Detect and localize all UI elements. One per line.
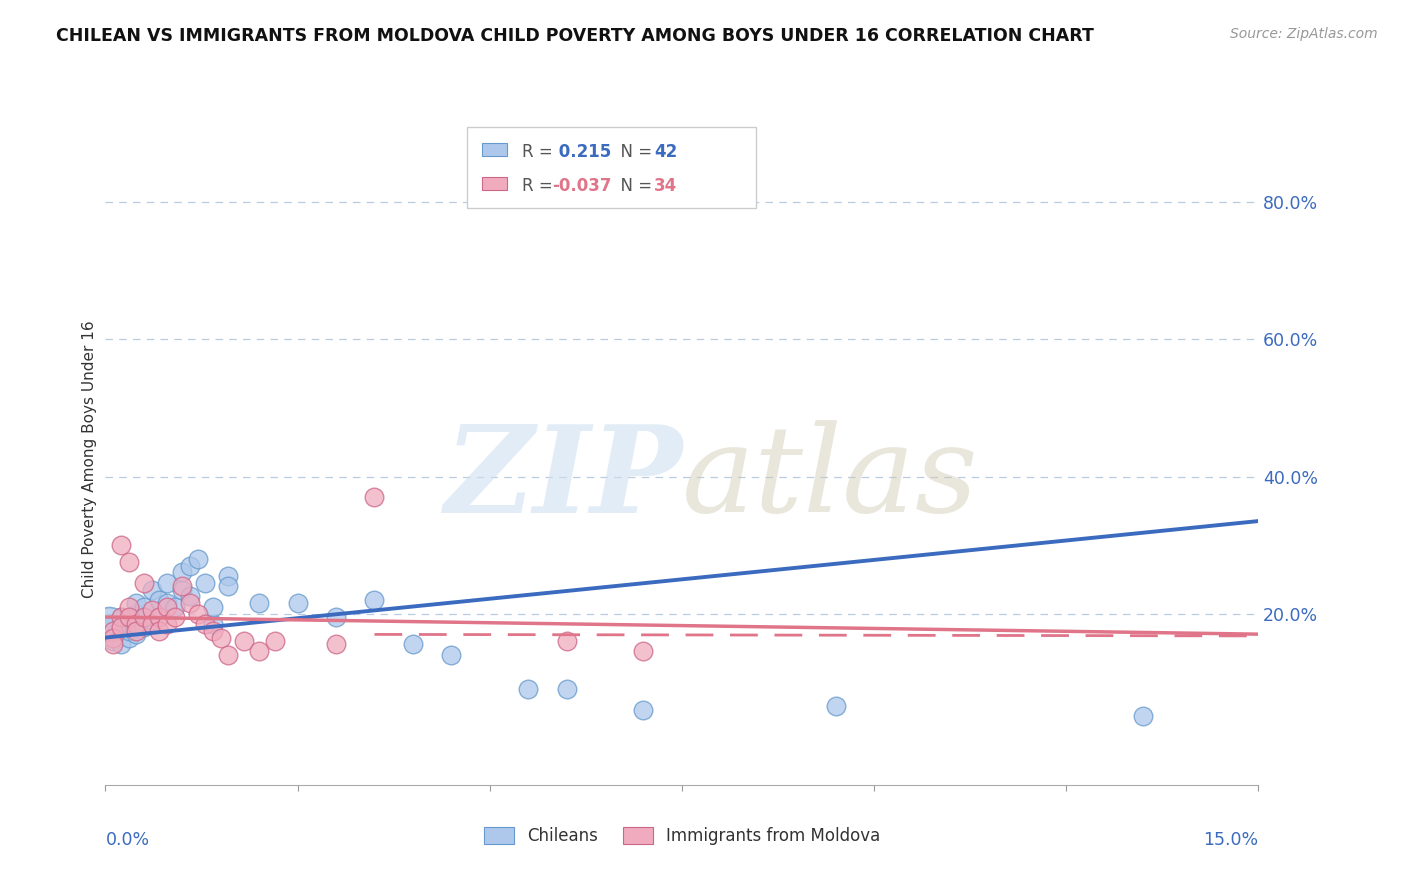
Point [148,624,170,638]
Point [402,637,425,651]
Point [187,551,209,566]
Point [172,579,194,593]
Point [125,607,148,621]
Point [125,627,148,641]
Point [110,637,132,651]
Point [110,610,132,624]
Point [117,555,139,569]
Y-axis label: Child Poverty Among Boys Under 16: Child Poverty Among Boys Under 16 [82,320,97,599]
Point [148,610,170,624]
Point [101,616,124,631]
Point [101,634,124,648]
Point [110,610,132,624]
Point [98,616,121,631]
Point [132,610,155,624]
Point [194,575,217,590]
Point [141,614,163,628]
Point [202,599,225,614]
Point [110,538,132,552]
Text: CHILEAN VS IMMIGRANTS FROM MOLDOVA CHILD POVERTY AMONG BOYS UNDER 16 CORRELATION: CHILEAN VS IMMIGRANTS FROM MOLDOVA CHILD… [56,27,1094,45]
Point [325,637,347,651]
Point [194,616,217,631]
Point [141,603,163,617]
Point [141,582,163,597]
Point [110,620,132,634]
Point [1132,709,1154,723]
Point [217,569,239,583]
Point [633,644,655,658]
Point [287,596,309,610]
Point [101,624,124,638]
Point [125,624,148,638]
Text: N =: N = [610,143,658,161]
Point [172,582,194,597]
Point [179,590,201,604]
Point [163,610,186,624]
Point [325,610,347,624]
Point [117,614,139,628]
Point [148,610,170,624]
Point [217,648,239,662]
Point [148,593,170,607]
Point [125,616,148,631]
Text: ZIP: ZIP [444,419,682,538]
Point [125,596,148,610]
Point [156,599,179,614]
Point [209,631,232,645]
Point [156,596,179,610]
Point [117,610,139,624]
Text: -0.037: -0.037 [553,177,612,194]
Point [132,620,155,634]
Text: atlas: atlas [682,420,979,538]
Point [179,596,201,610]
Point [232,634,254,648]
Text: 0.215: 0.215 [553,143,610,161]
Point [187,607,209,621]
Point [101,631,124,645]
Point [363,593,385,607]
Text: R =: R = [522,177,558,194]
Point [247,596,270,610]
Point [263,634,285,648]
Point [110,620,132,634]
Point [117,631,139,645]
Point [132,599,155,614]
Point [217,579,239,593]
Point [824,699,846,714]
Point [202,616,225,631]
Point [141,616,163,631]
Point [172,566,194,580]
Point [156,616,179,631]
Point [101,637,124,651]
Text: Source: ZipAtlas.com: Source: ZipAtlas.com [1230,27,1378,41]
Point [633,702,655,716]
Point [117,624,139,638]
Point [202,624,225,638]
Point [179,558,201,573]
Point [163,599,186,614]
Point [440,648,463,662]
Point [247,644,270,658]
Point [101,624,124,638]
Point [132,575,155,590]
Text: 42: 42 [654,143,678,161]
Point [555,634,578,648]
Point [117,599,139,614]
Point [363,490,385,504]
Text: 15.0%: 15.0% [1204,830,1258,848]
Point [156,575,179,590]
Text: 34: 34 [654,177,678,194]
Text: 0.0%: 0.0% [105,830,149,848]
Text: N =: N = [610,177,658,194]
Text: R =: R = [522,143,558,161]
Legend: Chileans, Immigrants from Moldova: Chileans, Immigrants from Moldova [477,820,887,852]
Point [555,681,578,696]
Point [517,681,540,696]
